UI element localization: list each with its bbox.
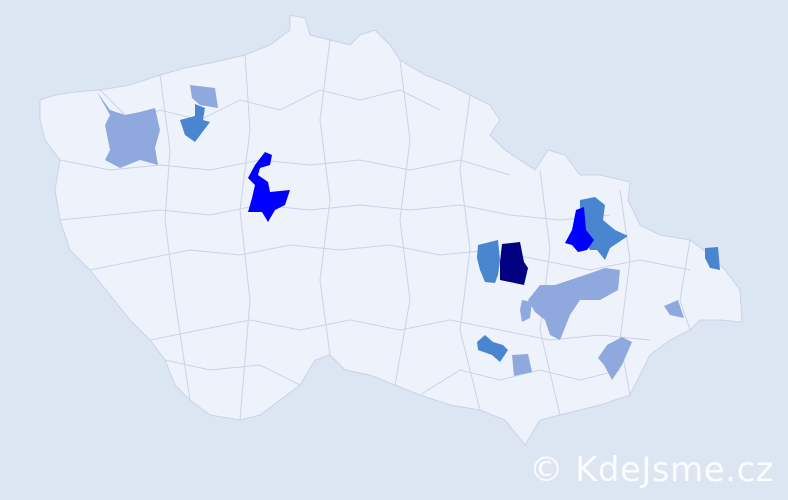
region-nw-small-top [190,85,218,108]
watermark: © KdeJsme.cz [529,450,774,490]
region-nw-mid [180,104,210,142]
highlighted-districts [97,85,720,380]
region-vysocina-a [477,240,500,283]
region-east-small-2 [664,300,684,318]
region-moravia-center [528,268,620,340]
region-moravia-small-w [520,300,532,322]
region-south-b [512,354,532,376]
region-nw-large [97,92,160,168]
region-vysocina-b [500,242,528,285]
region-moravia-north-a [580,197,628,260]
region-moravia-north-b [565,207,594,252]
region-south-a [477,335,508,362]
region-south-c [598,337,632,380]
region-central-west [248,152,290,222]
district-borders [59,39,691,421]
region-east-small [705,247,720,270]
country-outline [39,14,743,446]
